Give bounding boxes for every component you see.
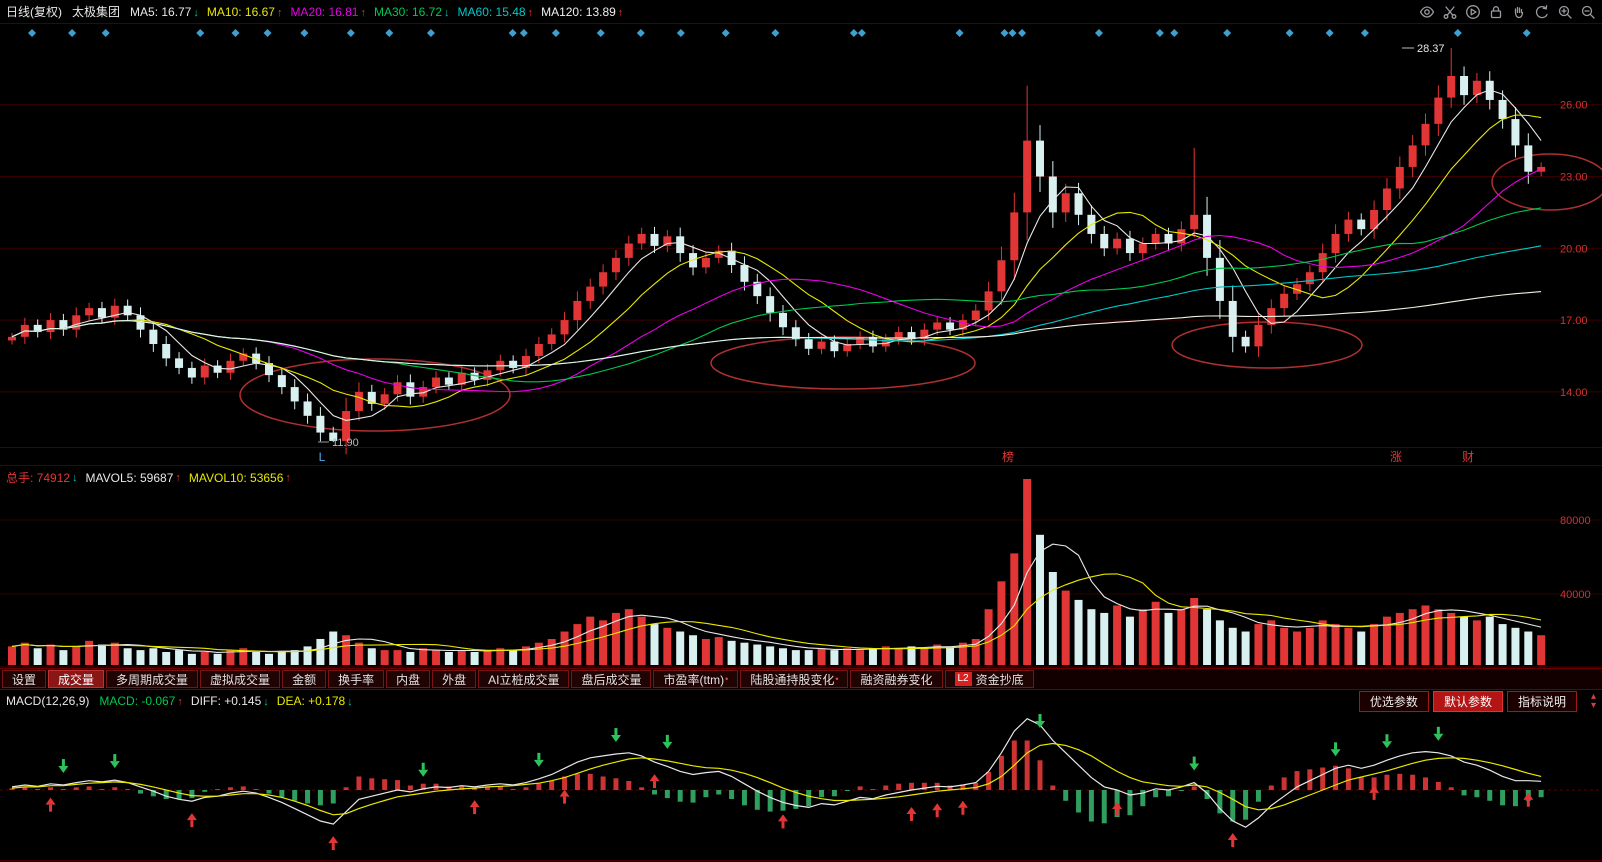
trend-down-arrow-icon: ↓ bbox=[193, 6, 199, 19]
l2-badge: L2 bbox=[954, 672, 972, 686]
panel-resize-arrows[interactable]: ▴ ▾ bbox=[1590, 691, 1596, 711]
tab-mark-icon: • bbox=[725, 674, 729, 684]
zoom-out-icon[interactable] bbox=[1580, 4, 1596, 20]
svg-text:26.00: 26.00 bbox=[1560, 100, 1588, 112]
hand-icon[interactable] bbox=[1511, 4, 1527, 20]
tab-item[interactable]: 外盘 bbox=[432, 670, 477, 688]
indicator-value: DIFF: +0.145 bbox=[190, 694, 262, 708]
tab-item[interactable]: 多周期成交量 bbox=[106, 670, 199, 688]
tab-item[interactable]: 设置 bbox=[2, 670, 47, 688]
trend-up-arrow-icon: ↑ bbox=[276, 6, 283, 19]
lock-icon[interactable] bbox=[1488, 4, 1504, 20]
trend-up-arrow-icon: ↑ bbox=[175, 471, 181, 484]
volume-indicator-group: 总手: 74912 ↓ MAVOL5: 59687 ↑ MAVOL10: 53656 ↑ bbox=[6, 469, 299, 486]
scissors-icon[interactable] bbox=[1442, 4, 1458, 20]
indicator-value: MAVOL10: 53656 bbox=[188, 470, 284, 485]
play-icon[interactable] bbox=[1465, 4, 1481, 20]
tab-item[interactable]: 虚拟成交量 bbox=[200, 670, 281, 688]
tab-item[interactable]: 融资融券变化 bbox=[850, 670, 943, 688]
macd-indicator-group: MACD: -0.067 ↑ DIFF: +0.145 ↓ DEA: +0.178 ↓ bbox=[99, 694, 360, 708]
indicator-value: MAVOL5: 59687 bbox=[85, 470, 174, 485]
indicator-value: MA20: 16.81 bbox=[290, 4, 359, 19]
indicator-value: 总手: 74912 bbox=[6, 471, 71, 485]
svg-text:20.00: 20.00 bbox=[1560, 243, 1588, 255]
trend-up-arrow-icon: ↑ bbox=[360, 6, 366, 19]
trend-up-arrow-icon: ↑ bbox=[177, 696, 183, 708]
zoom-in-icon[interactable] bbox=[1557, 4, 1573, 20]
event-marker: L bbox=[319, 450, 326, 464]
price-chart[interactable]: 26.00 23.00 20.00 17.00 14.00 28.37 11.90 L 榜 涨 财 bbox=[0, 24, 1602, 466]
trend-up-arrow-icon: ↑ bbox=[617, 6, 624, 19]
indicator-value: MACD: -0.067 bbox=[99, 694, 176, 708]
trend-down-arrow-icon: ↓ bbox=[347, 696, 353, 708]
event-marker: 涨 bbox=[1390, 449, 1402, 464]
svg-text:40000: 40000 bbox=[1560, 589, 1591, 601]
svg-text:80000: 80000 bbox=[1560, 515, 1591, 527]
indicator-tabbar: 设置 成交量 多周期成交量 虚拟成交量 金额 换手率 内盘 外盘 AI立桩成交量 盘后成交量 市盈率… bbox=[0, 668, 1602, 690]
tab-item[interactable]: L2 资金抄底 bbox=[944, 670, 1034, 688]
stock-name[interactable]: 太极集团 bbox=[72, 5, 121, 19]
trend-down-arrow-icon: ↓ bbox=[72, 471, 78, 484]
trend-down-arrow-icon: ↓ bbox=[444, 6, 450, 19]
indicator-value: MA120: 13.89 bbox=[541, 4, 616, 19]
param-button[interactable]: 默认参数 bbox=[1432, 690, 1503, 712]
undo-icon[interactable] bbox=[1534, 4, 1550, 20]
trend-up-arrow-icon: ↑ bbox=[527, 6, 534, 19]
chart-header: 日线(复权) 太极集团 MA5: 16.77 ↓ MA10: 16.67 ↑ MA20:… bbox=[0, 0, 1602, 24]
macd-formula: MACD(12,26,9) bbox=[6, 694, 90, 708]
tab-item[interactable]: 盘后成交量 bbox=[571, 670, 652, 688]
indicator-value: MA10: 16.67 bbox=[206, 4, 275, 19]
tab-item[interactable]: 成交量 bbox=[48, 670, 105, 688]
tab-item[interactable]: 金额 bbox=[282, 670, 327, 688]
indicator-value: MA30: 16.72 bbox=[373, 4, 443, 19]
indicator-value: DEA: +0.178 bbox=[276, 694, 346, 708]
event-marker: 榜 bbox=[1002, 449, 1014, 464]
param-button[interactable]: 指标说明 bbox=[1506, 690, 1577, 712]
tab-item[interactable]: 换手率 bbox=[328, 670, 385, 688]
indicator-value: MA60: 15.48 bbox=[457, 4, 526, 19]
eye-icon[interactable] bbox=[1419, 4, 1435, 20]
tab-item[interactable]: 市盈率(ttm) • bbox=[653, 670, 739, 688]
svg-text:17.00: 17.00 bbox=[1560, 315, 1588, 327]
macd-header: MACD(12,26,9) MACD: -0.067 ↑ DIFF: +0.145 ↓… bbox=[0, 690, 1602, 712]
low-price-label: 11.90 bbox=[332, 437, 359, 449]
svg-text:23.00: 23.00 bbox=[1560, 172, 1588, 184]
tab-item[interactable]: 陆股通持股变化 • bbox=[740, 670, 849, 688]
expand-panel-icon[interactable]: ▴ bbox=[1590, 691, 1596, 702]
high-price-label: 28.37 bbox=[1417, 43, 1445, 55]
tab-item[interactable]: AI立桩成交量 bbox=[478, 670, 570, 688]
collapse-panel-icon[interactable]: ▾ bbox=[1590, 700, 1596, 711]
header-toolbar bbox=[1419, 4, 1596, 20]
event-marker: 财 bbox=[1462, 450, 1474, 464]
param-button-group: 优选参数 默认参数 指标说明 bbox=[1358, 690, 1577, 712]
indicator-value: MA5: 16.77 bbox=[130, 4, 192, 19]
svg-text:14.00: 14.00 bbox=[1560, 387, 1588, 399]
trend-up-arrow-icon: ↑ bbox=[285, 471, 291, 484]
param-button[interactable]: 优选参数 bbox=[1358, 690, 1429, 712]
trend-down-arrow-icon: ↓ bbox=[263, 696, 269, 708]
volume-chart[interactable]: 80000 40000 bbox=[0, 466, 1602, 668]
tab-mark-icon: • bbox=[835, 674, 839, 684]
period-selector[interactable]: 日线(复权) bbox=[6, 5, 62, 19]
macd-chart[interactable] bbox=[0, 712, 1602, 862]
tab-item[interactable]: 内盘 bbox=[386, 670, 431, 688]
ma-indicator-group: MA5: 16.77 ↓ MA10: 16.67 ↑ MA20: 16.81 ↑ MA30:… bbox=[130, 5, 631, 19]
